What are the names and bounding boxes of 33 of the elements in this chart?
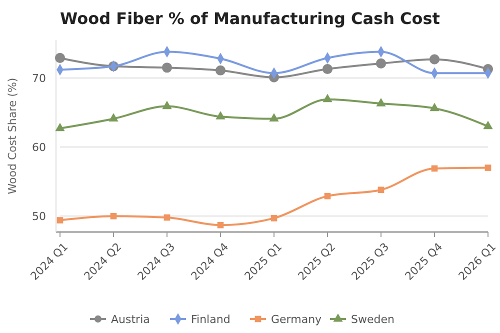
point <box>376 98 386 106</box>
chart-title: Wood Fiber % of Manufacturing Cash Cost <box>60 9 440 28</box>
y-tick-label: 70 <box>32 72 46 85</box>
point <box>216 111 226 120</box>
point <box>322 64 333 74</box>
point <box>162 100 172 110</box>
point <box>378 186 384 194</box>
point <box>162 62 172 73</box>
point <box>110 212 117 220</box>
point <box>429 54 440 64</box>
point <box>324 192 331 200</box>
point <box>484 164 492 171</box>
point <box>217 222 224 228</box>
legend-label: Sweden <box>351 312 394 326</box>
point <box>108 113 118 122</box>
y-tick-label: 50 <box>32 210 46 223</box>
point <box>215 65 226 76</box>
point <box>269 113 279 122</box>
y-tick-label: 60 <box>32 140 46 154</box>
point <box>56 217 64 224</box>
point <box>430 102 440 112</box>
point <box>55 122 65 132</box>
legend-label: Germany <box>271 312 322 326</box>
point <box>270 215 278 222</box>
legend-label: Finland <box>191 312 230 326</box>
point <box>483 120 493 130</box>
point <box>164 214 170 221</box>
point <box>322 94 332 102</box>
point <box>54 52 66 63</box>
legend-label: Austria <box>111 312 150 326</box>
y-axis-title: Wood Cost Share (%) <box>6 78 19 194</box>
point <box>376 58 386 69</box>
point <box>431 165 438 172</box>
